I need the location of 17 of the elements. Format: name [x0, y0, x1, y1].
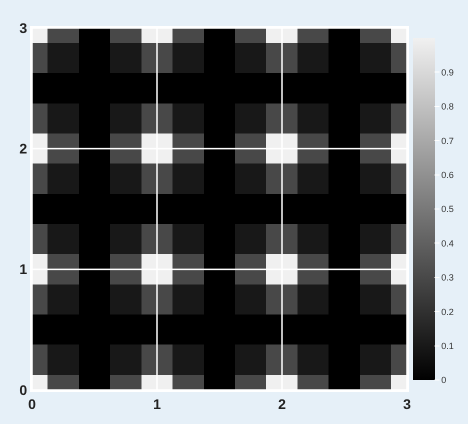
color-bar-label: 0.9 — [441, 67, 454, 78]
color-bar-label: 0.6 — [441, 170, 454, 180]
color-bar-label: 0.2 — [441, 306, 454, 317]
color-bar-label: 0.1 — [441, 340, 454, 351]
x-tick-label: 2 — [278, 396, 286, 412]
y-tick-label: 2 — [19, 140, 28, 157]
color-bar-label: 0.5 — [441, 204, 454, 214]
x-tick-label: 1 — [153, 396, 162, 412]
y-tick-label: 3 — [19, 20, 28, 36]
x-tick-label: 3 — [403, 396, 412, 412]
color-bar-label: 0.3 — [441, 272, 454, 283]
y-tick-label: 1 — [19, 261, 28, 278]
y-tick-label: 0 — [19, 382, 28, 398]
color-bar-label: 0.7 — [441, 136, 454, 146]
color-bar-label: 0.8 — [441, 102, 454, 112]
color-bar-label: 0 — [441, 375, 446, 386]
color-bar-label: 0.4 — [441, 238, 454, 248]
